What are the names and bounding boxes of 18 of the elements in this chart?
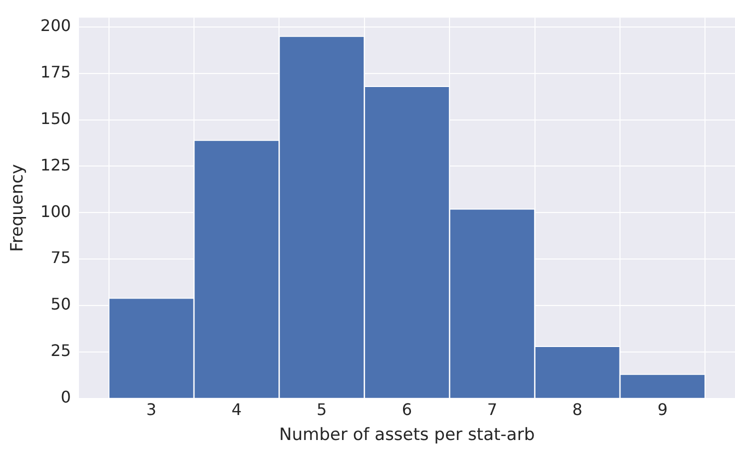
x-tick-label: 3 — [146, 400, 156, 420]
y-tick-label: 100 — [40, 202, 71, 221]
y-tick-label: 25 — [50, 341, 71, 360]
x-tick-label: 6 — [402, 400, 412, 420]
y-axis-title: Frequency — [8, 164, 28, 252]
y-tick-label: 75 — [50, 248, 71, 268]
y-tick-label: 50 — [50, 294, 71, 314]
x-tick-label: 5 — [316, 400, 327, 420]
y-tick-label: 0 — [60, 388, 71, 407]
y-tick-label: 125 — [40, 155, 71, 174]
x-tick-label: 4 — [231, 400, 242, 420]
y-tick-label: 175 — [40, 62, 71, 82]
y-tick-label: 200 — [40, 16, 71, 36]
x-tick-label: 8 — [572, 400, 582, 420]
x-tick-label: 9 — [657, 400, 668, 420]
y-tick-label: 150 — [40, 108, 71, 128]
x-axis-title: Number of assets per stat-arb — [279, 425, 535, 446]
x-tick-label: 7 — [487, 400, 498, 420]
